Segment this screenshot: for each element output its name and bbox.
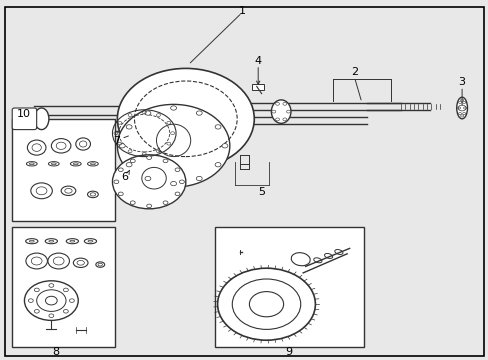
Bar: [215, 227, 364, 347]
Circle shape: [163, 201, 168, 204]
Circle shape: [117, 104, 229, 187]
Circle shape: [49, 284, 54, 287]
Circle shape: [63, 310, 68, 313]
Circle shape: [163, 159, 168, 163]
FancyBboxPatch shape: [12, 108, 37, 130]
Ellipse shape: [456, 97, 467, 119]
Circle shape: [49, 314, 54, 318]
Text: 2: 2: [350, 67, 357, 77]
Text: 8: 8: [53, 347, 60, 357]
Text: 9: 9: [285, 347, 291, 357]
Ellipse shape: [34, 108, 49, 130]
Text: 10: 10: [17, 109, 30, 119]
Circle shape: [117, 68, 254, 169]
Circle shape: [144, 176, 150, 181]
Circle shape: [179, 180, 184, 184]
Ellipse shape: [271, 100, 290, 123]
Circle shape: [118, 168, 123, 172]
Bar: [12, 119, 115, 221]
Circle shape: [175, 192, 180, 196]
Circle shape: [130, 159, 135, 163]
Text: 1: 1: [238, 6, 245, 16]
Circle shape: [146, 156, 151, 159]
Circle shape: [275, 102, 279, 105]
Circle shape: [34, 288, 39, 292]
Text: 4: 4: [254, 56, 261, 66]
Circle shape: [24, 281, 78, 320]
Circle shape: [222, 144, 227, 148]
Circle shape: [126, 125, 132, 129]
Circle shape: [170, 181, 176, 186]
Text: 7: 7: [113, 136, 120, 146]
Text: 3: 3: [458, 77, 465, 87]
Circle shape: [282, 118, 286, 121]
Circle shape: [215, 163, 221, 167]
Circle shape: [130, 201, 135, 204]
Circle shape: [271, 110, 275, 113]
Circle shape: [63, 288, 68, 292]
Circle shape: [196, 176, 202, 181]
Circle shape: [126, 163, 132, 167]
Circle shape: [119, 144, 125, 148]
Circle shape: [69, 299, 74, 302]
Circle shape: [146, 204, 151, 208]
Bar: [251, 84, 264, 90]
Circle shape: [112, 155, 185, 209]
Circle shape: [275, 118, 279, 121]
Circle shape: [196, 111, 202, 115]
Bar: [12, 227, 115, 347]
Circle shape: [118, 192, 123, 196]
Text: 6: 6: [121, 172, 128, 182]
Circle shape: [144, 111, 150, 115]
Circle shape: [170, 106, 176, 110]
Circle shape: [175, 168, 180, 172]
Circle shape: [28, 299, 33, 302]
Circle shape: [215, 125, 221, 129]
Circle shape: [282, 102, 286, 105]
Circle shape: [286, 110, 290, 113]
Circle shape: [34, 310, 39, 313]
Text: 5: 5: [258, 186, 264, 197]
Circle shape: [114, 180, 119, 184]
